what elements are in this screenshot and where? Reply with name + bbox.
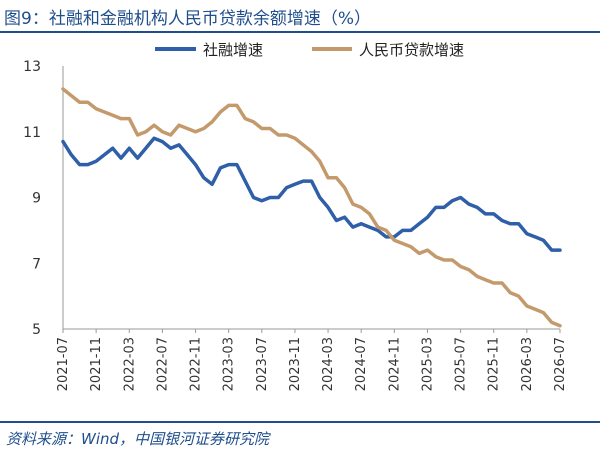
bottom-divider [0, 421, 600, 423]
source-note: 资料来源：Wind，中国银河证券研究院 [6, 430, 270, 448]
legend-label-loans: 人民币贷款增速 [359, 41, 464, 59]
x-tick-label: 2025-11 [487, 337, 502, 391]
x-tick-label: 2024-07 [354, 337, 369, 391]
x-tick-label: 2024-03 [321, 337, 336, 391]
x-tick-label: 2023-07 [255, 337, 270, 391]
x-tick-label: 2024-11 [387, 337, 402, 391]
x-tick-label: 2021-07 [56, 337, 71, 391]
x-tick-label: 2026-07 [553, 337, 568, 391]
figure-title: 图9：社融和金融机构人民币贷款余额增速（%） [4, 9, 371, 29]
y-tick-label: 7 [32, 256, 41, 272]
x-tick-label: 2026-03 [520, 337, 535, 391]
top-divider [0, 31, 600, 33]
x-axis: 2021-07 2021-11 2022-03 2022-07 2022-11 2023-… [56, 328, 568, 391]
y-tick-label: 11 [23, 125, 41, 141]
series-line-loans [61, 87, 562, 328]
plot-area [61, 87, 562, 328]
y-tick-label: 5 [32, 322, 41, 338]
y-tick-label: 9 [32, 191, 41, 207]
series-line-shrong [61, 136, 562, 252]
y-tick-label: 13 [23, 59, 41, 75]
x-tick-label: 2022-11 [189, 337, 204, 391]
x-tick-label: 2022-03 [122, 337, 137, 391]
x-tick-label: 2021-11 [89, 337, 104, 391]
line-chart: 社融增速 人民币贷款增速 13 11 9 7 5 2021-07 2021-11 2022-… [23, 41, 568, 391]
chart-legend: 社融增速 人民币贷款增速 [155, 41, 464, 59]
x-tick-label: 2022-07 [155, 337, 170, 391]
legend-label-shrong: 社融增速 [203, 41, 263, 59]
x-tick-label: 2023-03 [222, 337, 237, 391]
x-tick-label: 2023-11 [288, 337, 303, 391]
x-tick-label: 2025-07 [454, 337, 469, 391]
y-axis: 13 11 9 7 5 [23, 59, 64, 338]
x-tick-label: 2025-03 [420, 337, 435, 391]
